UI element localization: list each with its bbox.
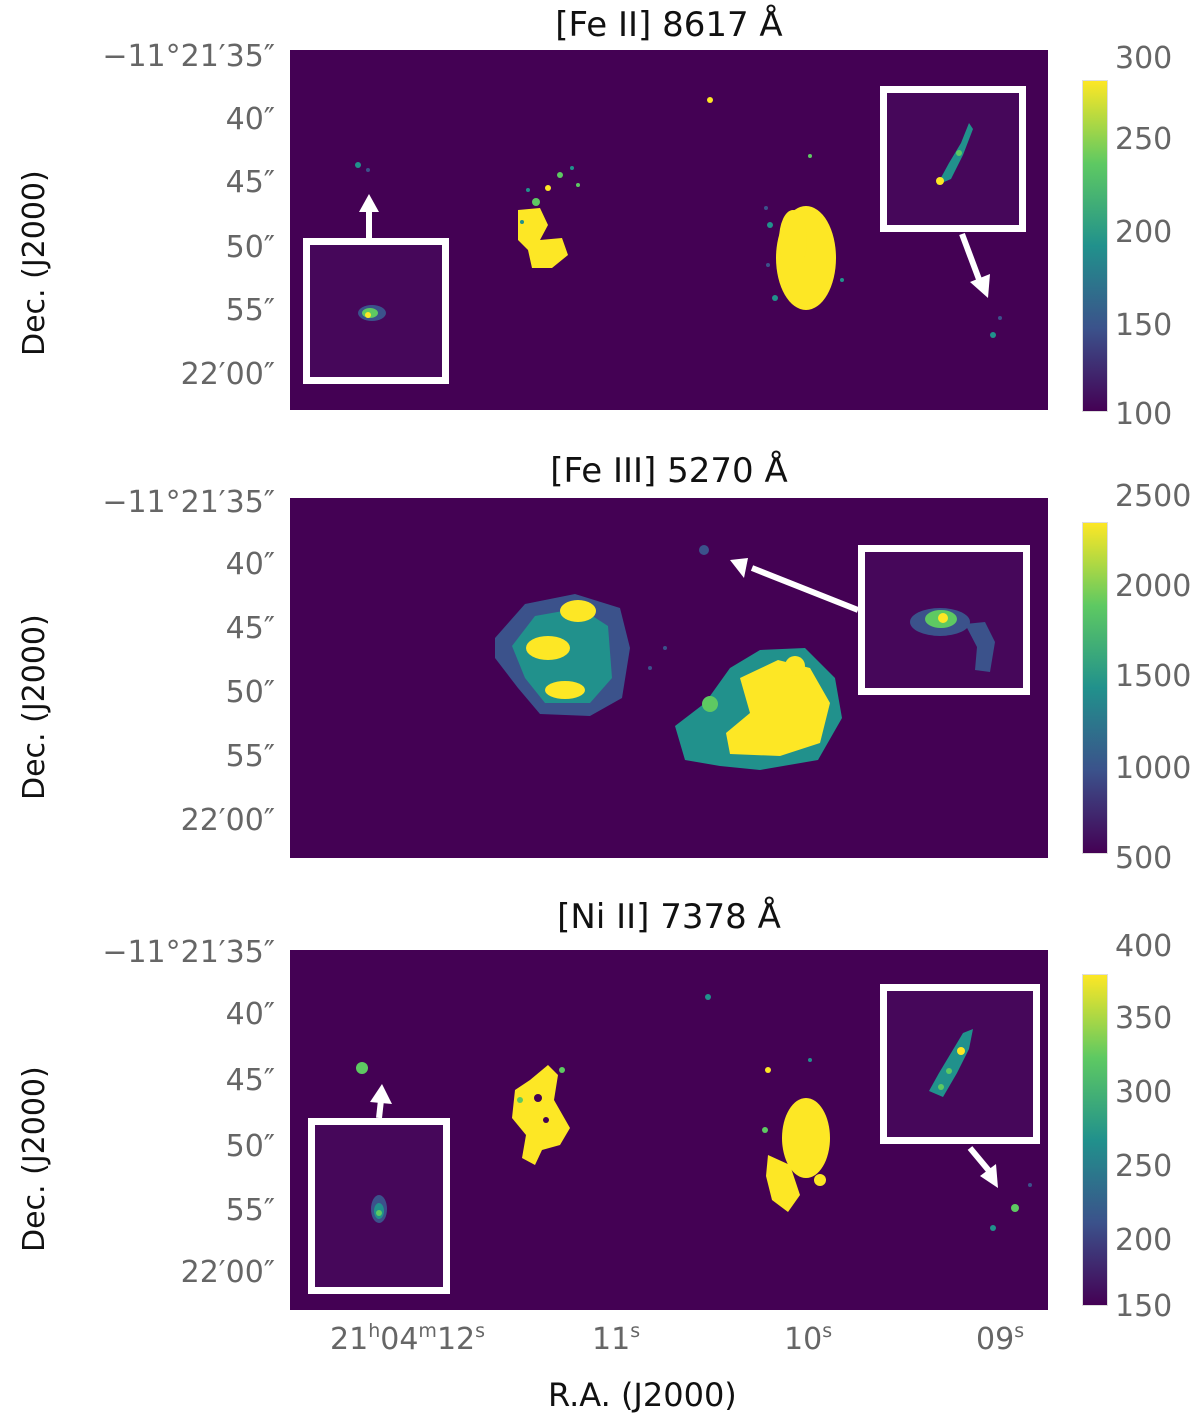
emission-clump-east [762, 1058, 830, 1212]
x-tick: 10s [784, 1320, 833, 1357]
y-axis-label: Dec. (J2000) [17, 1066, 52, 1252]
colorbar-tick: 250 [1115, 122, 1173, 157]
colorbar [1082, 80, 1108, 412]
x-axis-label: R.A. (J2000) [548, 1376, 737, 1414]
colorbar-tick: 150 [1115, 1289, 1173, 1324]
panel-title: [Ni II] 7378 Å [557, 897, 781, 937]
emission-knot [1028, 1183, 1032, 1187]
y-tick: 50″ [225, 675, 275, 710]
y-tick: −11°21′35″ [102, 485, 275, 520]
y-tick: 55″ [225, 293, 275, 328]
emission-knot [990, 1225, 996, 1231]
colorbar-tick: 2500 [1115, 479, 1192, 514]
colorbar-tick: 1500 [1115, 659, 1192, 694]
y-tick: 45″ [225, 165, 275, 200]
colorbar [1082, 522, 1108, 854]
emission-blobs [355, 97, 1002, 338]
zoom-inset [880, 86, 1026, 232]
emission-knot [990, 332, 996, 338]
zoom-inset [858, 545, 1030, 695]
colorbar-tick: 1000 [1115, 751, 1192, 786]
emission-knot [699, 545, 709, 555]
panel-title: [Fe II] 8617 Å [555, 5, 783, 45]
emission-knot [366, 168, 370, 172]
y-tick: −11°21′35″ [102, 935, 275, 970]
colorbar-tick: 100 [1115, 397, 1173, 432]
zoom-inset [880, 984, 1040, 1144]
colorbar-tick: 300 [1115, 1075, 1173, 1110]
emission-clump-east [764, 154, 844, 310]
y-tick: 40″ [225, 997, 275, 1032]
emission-clump-east [675, 648, 842, 770]
y-tick: 45″ [225, 611, 275, 646]
colorbar-tick: 400 [1115, 929, 1173, 964]
colorbar-tick: 350 [1115, 1001, 1173, 1036]
colorbar-tick: 250 [1115, 1149, 1173, 1184]
y-tick: 22′00″ [180, 1255, 275, 1290]
emission-clump-center [512, 1065, 570, 1165]
colorbar-tick: 500 [1115, 841, 1173, 876]
colorbar-tick: 200 [1115, 1223, 1173, 1258]
x-tick: 11s [592, 1320, 641, 1357]
emission-clump-west [495, 594, 630, 716]
colorbar-tick: 2000 [1115, 569, 1192, 604]
emission-knot [355, 162, 361, 168]
emission-knot [705, 994, 711, 1000]
colorbar-tick: 300 [1115, 41, 1173, 76]
y-tick: 55″ [225, 739, 275, 774]
emission-knot [648, 666, 652, 670]
emission-knot [707, 97, 713, 103]
y-tick: 40″ [225, 547, 275, 582]
zoom-inset [308, 1118, 450, 1294]
y-tick: 55″ [225, 1193, 275, 1228]
emission-knot [998, 316, 1002, 320]
emission-clump-center [518, 166, 580, 268]
zoom-inset [303, 238, 449, 384]
x-tick: 21h04m12s [330, 1320, 486, 1357]
emission-blobs [495, 545, 842, 770]
y-tick: 22′00″ [180, 357, 275, 392]
emission-blobs [356, 994, 1032, 1231]
colorbar-tick: 150 [1115, 308, 1173, 343]
y-tick: 50″ [225, 1129, 275, 1164]
y-tick: 50″ [225, 230, 275, 265]
y-tick: −11°21′35″ [102, 39, 275, 74]
y-tick: 45″ [225, 1063, 275, 1098]
colorbar [1082, 974, 1108, 1306]
panel-title: [Fe III] 5270 Å [550, 451, 788, 491]
emission-knot [1011, 1204, 1019, 1212]
colorbar-tick: 200 [1115, 215, 1173, 250]
x-tick: 09s [976, 1320, 1025, 1357]
emission-knot [356, 1062, 368, 1074]
emission-knot [663, 646, 667, 650]
y-tick: 40″ [225, 102, 275, 137]
y-tick: 22′00″ [180, 803, 275, 838]
